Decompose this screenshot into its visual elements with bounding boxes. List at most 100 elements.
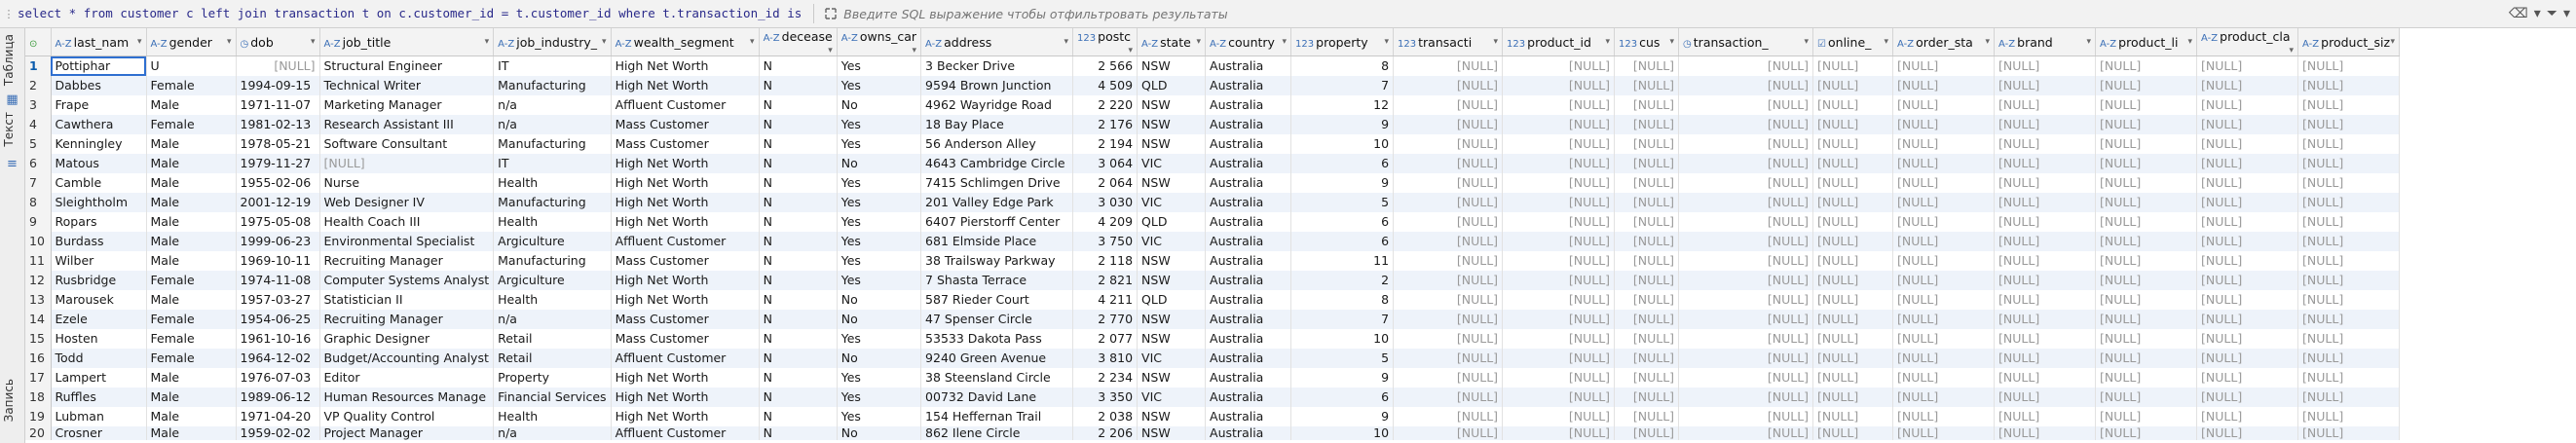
cell-last-nam[interactable]: Kenningley — [51, 134, 147, 154]
cell-product-li[interactable]: [NULL] — [2095, 407, 2198, 426]
cell-state[interactable]: VIC — [1137, 349, 1207, 368]
cell-decease[interactable]: N — [759, 310, 838, 329]
cell-product-id[interactable]: [NULL] — [1502, 154, 1616, 173]
cell-product-id[interactable]: [NULL] — [1502, 251, 1616, 271]
cell-owns-car[interactable]: No — [837, 426, 922, 440]
cell-dob[interactable]: 1954-06-25 — [236, 310, 320, 329]
table-row[interactable]: 10 Burdass Male 1999-06-23 Environmental Spe… — [25, 232, 2401, 251]
cell-brand[interactable]: [NULL] — [1994, 193, 2097, 212]
cell-product-id[interactable]: [NULL] — [1502, 173, 1616, 193]
column-header-property[interactable]: 123 property ▾ — [1290, 28, 1395, 56]
column-header-owns-car[interactable]: A-Z owns_car ▾ — [837, 28, 922, 56]
cell-postc[interactable]: 3 750 — [1072, 232, 1139, 251]
cell-product-cla[interactable]: [NULL] — [2196, 212, 2299, 232]
column-header-online[interactable]: ☑ online_ ▾ — [1812, 28, 1894, 56]
cell-job-title[interactable]: Statistician II — [319, 290, 495, 310]
cell-job-title[interactable]: Marketing Manager — [319, 95, 495, 115]
cell-product-li[interactable]: [NULL] — [2095, 193, 2198, 212]
column-sort-icon[interactable]: ▾ — [484, 36, 490, 47]
cell-state[interactable]: NSW — [1137, 271, 1207, 290]
cell-postc[interactable]: 4 211 — [1072, 290, 1139, 310]
cell-country[interactable]: Australia — [1205, 55, 1292, 76]
cell-product-id[interactable]: [NULL] — [1502, 271, 1616, 290]
column-sort-icon[interactable]: ▾ — [1196, 36, 1202, 47]
cell-owns-car[interactable]: No — [837, 349, 922, 368]
cell-wealth-segment[interactable]: Affluent Customer — [611, 95, 760, 115]
cell-gender[interactable]: Male — [146, 290, 237, 310]
cell-wealth-segment[interactable]: High Net Worth — [611, 55, 760, 76]
cell-gender[interactable]: Female — [146, 349, 237, 368]
cell-product-id[interactable]: [NULL] — [1502, 55, 1616, 76]
cell-cus[interactable]: [NULL] — [1614, 368, 1680, 388]
column-sort-icon[interactable]: ▾ — [2086, 36, 2092, 47]
filter-expand-icon[interactable] — [820, 4, 841, 23]
cell-state[interactable]: VIC — [1137, 154, 1207, 173]
cell-product-cla[interactable]: [NULL] — [2196, 329, 2299, 349]
column-sort-icon[interactable]: ▾ — [750, 36, 755, 47]
cell-state[interactable]: NSW — [1137, 329, 1207, 349]
cell-last-nam[interactable]: Hosten — [51, 329, 147, 349]
cell-product-cla[interactable]: [NULL] — [2196, 173, 2299, 193]
cell-postc[interactable]: 2 176 — [1072, 115, 1139, 134]
cell-job-industry[interactable]: Retail — [493, 329, 612, 349]
row-number[interactable]: 16 — [25, 349, 52, 368]
cell-transacti[interactable]: [NULL] — [1393, 271, 1504, 290]
cell-gender[interactable]: Female — [146, 115, 237, 134]
cell-product-cla[interactable]: [NULL] — [2196, 193, 2299, 212]
row-number[interactable]: 8 — [25, 193, 52, 212]
column-header-product-li[interactable]: A-Z product_li ▾ — [2095, 28, 2198, 56]
cell-job-title[interactable]: Editor — [319, 368, 495, 388]
cell-cus[interactable]: [NULL] — [1614, 271, 1680, 290]
cell-state[interactable]: NSW — [1137, 134, 1207, 154]
cell-order-sta[interactable]: [NULL] — [1892, 349, 1996, 368]
cell-wealth-segment[interactable]: Mass Customer — [611, 310, 760, 329]
cell-product-id[interactable]: [NULL] — [1502, 76, 1616, 95]
cell-property[interactable]: 5 — [1290, 193, 1395, 212]
cell-gender[interactable]: Male — [146, 134, 237, 154]
cell-country[interactable]: Australia — [1205, 115, 1292, 134]
column-sort-icon[interactable]: ▾ — [1669, 36, 1675, 47]
cell-cus[interactable]: [NULL] — [1614, 329, 1680, 349]
column-sort-icon[interactable]: ▾ — [1985, 36, 1991, 47]
cell-job-title[interactable]: Budget/Accounting Analyst — [319, 349, 495, 368]
cell-property[interactable]: 9 — [1290, 407, 1395, 426]
cell-job-title[interactable]: Human Resources Manage — [319, 388, 495, 407]
table-row[interactable]: 17 Lampert Male 1976-07-03 Editor Property Hig… — [25, 368, 2401, 388]
cell-order-sta[interactable]: [NULL] — [1892, 368, 1996, 388]
row-number[interactable]: 7 — [25, 173, 52, 193]
cell-brand[interactable]: [NULL] — [1994, 76, 2097, 95]
row-number[interactable]: 11 — [25, 251, 52, 271]
cell-transaction[interactable]: [NULL] — [1678, 388, 1814, 407]
cell-transacti[interactable]: [NULL] — [1393, 193, 1504, 212]
cell-product-siz[interactable]: [NULL] — [2297, 154, 2401, 173]
cell-order-sta[interactable]: [NULL] — [1892, 271, 1996, 290]
cell-postc[interactable]: 3 064 — [1072, 154, 1139, 173]
row-number[interactable]: 2 — [25, 76, 52, 95]
cell-product-id[interactable]: [NULL] — [1502, 212, 1616, 232]
column-header-address[interactable]: A-Z address ▾ — [920, 28, 1074, 56]
cell-product-siz[interactable]: [NULL] — [2297, 55, 2401, 76]
cell-last-nam[interactable]: Frape — [51, 95, 147, 115]
cell-product-id[interactable]: [NULL] — [1502, 329, 1616, 349]
cell-job-industry[interactable]: IT — [493, 154, 612, 173]
cell-job-title[interactable]: Health Coach III — [319, 212, 495, 232]
cell-decease[interactable]: N — [759, 368, 838, 388]
cell-dob[interactable]: 1961-10-16 — [236, 329, 320, 349]
cell-online[interactable]: [NULL] — [1812, 173, 1894, 193]
cell-online[interactable]: [NULL] — [1812, 349, 1894, 368]
cell-decease[interactable]: N — [759, 251, 838, 271]
cell-brand[interactable]: [NULL] — [1994, 154, 2097, 173]
column-header-product-id[interactable]: 123 product_id ▾ — [1502, 28, 1616, 56]
cell-owns-car[interactable]: Yes — [837, 232, 922, 251]
cell-last-nam[interactable]: Wilber — [51, 251, 147, 271]
cell-online[interactable]: [NULL] — [1812, 55, 1894, 76]
cell-transacti[interactable]: [NULL] — [1393, 76, 1504, 95]
cell-property[interactable]: 9 — [1290, 115, 1395, 134]
cell-product-id[interactable]: [NULL] — [1502, 349, 1616, 368]
cell-address[interactable]: 56 Anderson Alley — [920, 134, 1074, 154]
cell-transacti[interactable]: [NULL] — [1393, 251, 1504, 271]
cell-dob[interactable]: 1974-11-08 — [236, 271, 320, 290]
cell-product-li[interactable]: [NULL] — [2095, 55, 2198, 76]
column-header-dob[interactable]: ◷ dob ▾ — [236, 28, 320, 56]
cell-transacti[interactable]: [NULL] — [1393, 426, 1504, 440]
